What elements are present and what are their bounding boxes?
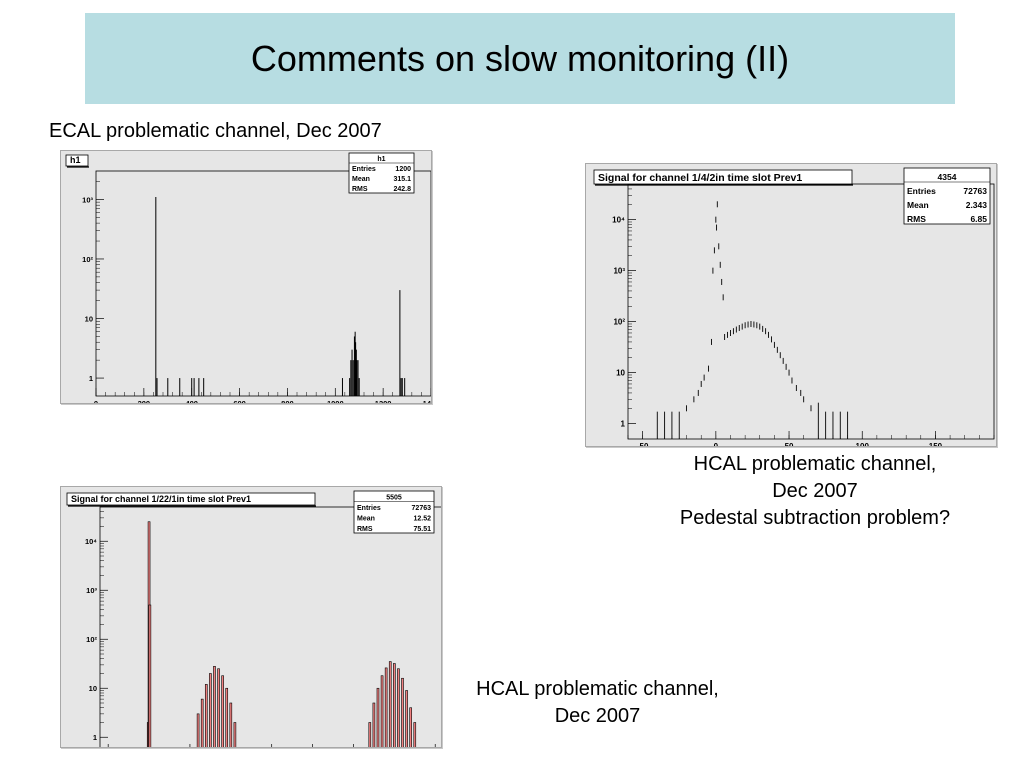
histogram-title: Signal for channel 1/4/2in time slot Pre…: [598, 172, 802, 184]
x-tick-label: 0: [94, 399, 98, 403]
histogram-bar: [209, 673, 212, 747]
histogram-bar: [401, 677, 404, 747]
hcal-caption-2-line-2: Dec 2007: [554, 705, 641, 727]
histogram-bar: [200, 698, 204, 747]
x-tick-label: 50: [785, 442, 794, 446]
histogram-bar: [196, 713, 200, 747]
stats-value-entries: 1200: [395, 166, 411, 173]
histogram-title: h1: [70, 155, 81, 165]
y-tick-label: 1: [621, 420, 626, 429]
histogram-title-box: [66, 492, 316, 506]
hcal-histogram-panel-1: Signal for channel 1/4/2in time slot Pre…: [585, 163, 997, 447]
x-tick-label: 200: [138, 399, 151, 403]
histogram-bar: [217, 668, 220, 747]
stats-value-rms: 242.8: [393, 186, 411, 193]
stats-name: 5505: [386, 495, 402, 502]
stats-value-mean: 2.343: [966, 200, 988, 210]
histogram-title-box: [593, 169, 853, 185]
hcal-caption-1-line-1: HCAL problematic channel,: [693, 453, 937, 475]
stats-label-rms: RMS: [352, 186, 368, 193]
y-tick-label: 10²: [86, 635, 97, 644]
plot-frame: [95, 170, 431, 397]
hcal-caption-2-line-1: HCAL problematic channel,: [476, 678, 719, 700]
y-tick-label: 10³: [613, 267, 625, 276]
stats-value-rms: 6.85: [970, 214, 987, 224]
x-tick-label: 1400: [423, 399, 431, 403]
plot-frame: [99, 506, 441, 747]
plot-frame: [627, 183, 995, 440]
y-tick-label: 10: [616, 369, 625, 378]
histogram-bar: [376, 687, 380, 747]
histogram-bar: [229, 702, 233, 747]
x-tick-label: 400: [185, 399, 198, 403]
stats-label-entries: Entries: [357, 505, 381, 512]
stats-label-entries: Entries: [352, 166, 376, 173]
histogram-bar: [397, 668, 400, 747]
x-tick-label: 0: [714, 442, 719, 446]
hcal-caption-1: HCAL problematic channel, Dec 2007 Pedes…: [640, 451, 990, 532]
histogram-bar: [225, 687, 229, 747]
histogram-bar: [409, 707, 412, 747]
y-tick-label: 10³: [86, 586, 97, 595]
histogram-bar: [204, 684, 208, 747]
y-tick-label: 10⁴: [85, 537, 97, 546]
x-tick-label: 150: [929, 442, 943, 446]
y-tick-label: 10: [89, 684, 97, 693]
stats-box: [353, 490, 435, 534]
hcal-caption-1-line-3: Pedestal subtraction problem?: [679, 507, 951, 529]
y-tick-label: 10: [85, 315, 93, 324]
histogram-title-box: [65, 154, 89, 167]
hcal-histogram-chart-2: Signal for channel 1/22/1in time slot Pr…: [66, 490, 441, 747]
stats-value-mean: 315.1: [393, 176, 411, 183]
stats-label-mean: Mean: [352, 176, 370, 183]
y-tick-label: 1: [93, 733, 97, 742]
hcal-histogram-chart-1: Signal for channel 1/4/2in time slot Pre…: [593, 167, 995, 446]
histogram-bar: [405, 690, 408, 747]
stats-value-entries: 72763: [412, 505, 432, 512]
title-bar: Comments on slow monitoring (II): [85, 13, 955, 104]
hcal-caption-1-line-2: Dec 2007: [772, 480, 858, 502]
x-tick-label: 600: [233, 399, 246, 403]
hcal-caption-2: HCAL problematic channel, Dec 2007: [425, 676, 770, 730]
histogram-bar: [213, 666, 216, 747]
x-tick-label: -50: [637, 442, 649, 446]
histogram-bar: [221, 675, 224, 747]
x-tick-label: 100: [856, 442, 870, 446]
y-tick-label: 10³: [82, 195, 93, 204]
stats-label-rms: RMS: [907, 214, 926, 224]
stats-label-mean: Mean: [357, 516, 375, 523]
histogram-bar: [380, 675, 384, 747]
stats-box: [903, 167, 991, 225]
histogram-bar: [372, 702, 376, 747]
slide-title: Comments on slow monitoring (II): [250, 38, 790, 79]
histogram-bar: [148, 604, 152, 747]
y-tick-label: 1: [89, 374, 93, 383]
histogram-title: Signal for channel 1/22/1in time slot Pr…: [71, 494, 251, 504]
y-tick-label: 10²: [613, 318, 625, 327]
x-tick-label: 800: [281, 399, 294, 403]
x-tick-label: 1200: [375, 399, 392, 403]
stats-label-mean: Mean: [907, 200, 929, 210]
y-tick-label: 10⁴: [612, 216, 625, 225]
ecal-caption: ECAL problematic channel, Dec 2007: [49, 120, 382, 142]
hcal-histogram-panel-2: Signal for channel 1/22/1in time slot Pr…: [60, 486, 442, 748]
stats-label-entries: Entries: [907, 186, 936, 196]
stats-label-rms: RMS: [357, 526, 373, 533]
stats-value-mean: 12.52: [413, 516, 431, 523]
ecal-histogram-panel: h1 h1 Entries 1200 Mean 315.1 RMS 242.8 1 10 10² 10…: [60, 150, 432, 404]
histogram-bar: [368, 722, 372, 747]
x-tick-label: 1000: [327, 399, 344, 403]
y-tick-label: 10²: [82, 255, 93, 264]
stats-name: 4354: [938, 172, 957, 182]
histogram-bar: [388, 661, 392, 747]
histogram-bar: [393, 663, 396, 747]
histogram-bar: [233, 722, 237, 747]
stats-value-entries: 72763: [963, 186, 987, 196]
stats-name: h1: [377, 156, 385, 163]
histogram-bar: [384, 667, 388, 747]
stats-value-rms: 75.51: [413, 526, 431, 533]
histogram-bar: [413, 722, 417, 747]
stats-box: [348, 152, 415, 194]
